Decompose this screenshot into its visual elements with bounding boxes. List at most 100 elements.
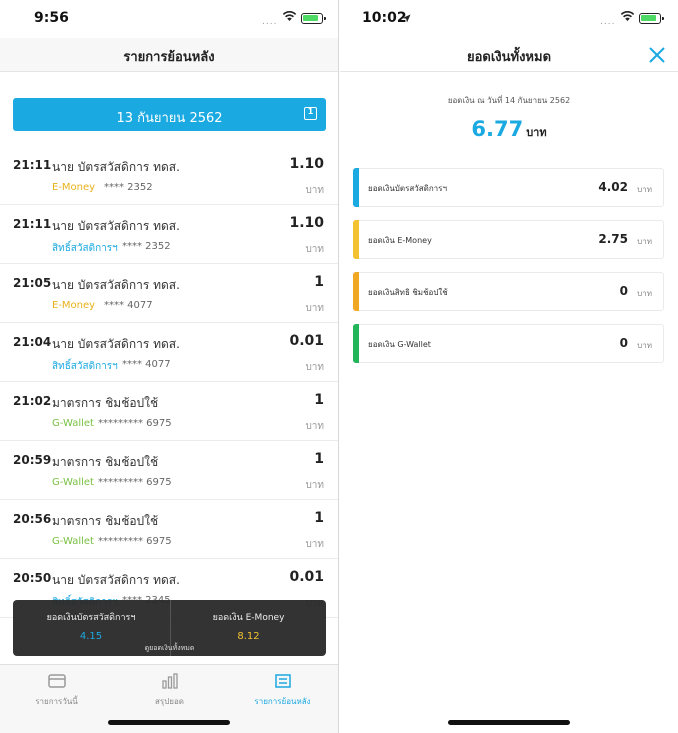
balance-unit: บาท [637,341,652,350]
signal-icon: .... [262,17,278,27]
balance-unit: บาท [637,237,652,246]
transaction-time: 21:02 [13,394,52,408]
calendar-day: 1 [307,107,314,116]
as-of-date: ยอดเงิน ณ วันที่ 14 กันยายน 2562 [447,96,571,105]
nav-bar: รายการย้อนหลัง [0,38,338,72]
transaction-amount: 1.10 [289,156,324,172]
transaction-amount: 1 [314,274,324,290]
balance-label: ยอดเงินบัตรสวัสดิการฯ [368,184,447,193]
welfare-balance-value: 4.15 [79,631,103,642]
bar-chart-icon [161,673,178,689]
transaction-card-mask: **** 4077 [122,359,171,370]
transaction-amount: 1 [314,451,324,467]
tab-today[interactable]: รายการวันนี้ [0,673,113,708]
balance-value: 0 [619,284,628,298]
transaction-wallet: สิทธิ์สวัสดิการฯ [52,361,118,372]
total-balance-screen: 10:02 .... ยอดเงินทั้งหมด ยอดเงิน ณ วันท… [340,0,678,733]
transaction-time: 21:11 [13,158,52,172]
transaction-wallet: E-Money [52,300,96,311]
balance-unit: บาท [637,185,652,194]
balance-label: ยอดเงิน E-Money [368,236,432,245]
transaction-unit: บาท [305,362,324,373]
transaction-amount: 1 [314,392,324,408]
history-screen: 9:56 .... รายการย้อนหลัง 13 กันยายน 2562… [0,0,339,733]
transaction-card-mask: ********* 6975 [98,477,172,488]
transaction-merchant: นาย บัตรสวัสดิการ ทดส. [52,573,180,587]
status-bar: 9:56 .... [0,0,338,38]
view-all-balances-link[interactable]: ดูยอดเงินทั้งหมด [144,644,195,652]
date-picker-button[interactable]: 13 กันยายน 2562 1 [13,98,326,131]
balance-summary-popup[interactable]: ยอดเงินบัตรสวัสดิการฯ 4.15 ยอดเงิน E-Mon… [13,600,326,656]
color-bar [353,272,359,311]
balance-label: ยอดเงิน G-Wallet [368,340,431,349]
battery-icon [639,13,664,24]
battery-icon [301,13,326,24]
total-balance-value: 6.77 [471,117,524,141]
balance-label: ยอดเงินสิทธิ ชิมช้อปใช้ [368,288,448,297]
emoney-balance-value: 8.12 [237,631,260,642]
transaction-unit: บาท [305,244,324,255]
transaction-row[interactable]: 21:11 นาย บัตรสวัสดิการ ทดส. 1.10 E-Money **… [0,146,338,205]
transaction-card-mask: **** 2352 [122,241,171,252]
transaction-card-mask: **** 4077 [104,300,153,311]
transaction-merchant: นาย บัตรสวัสดิการ ทดส. [52,337,180,351]
page-title: ยอดเงินทั้งหมด [466,50,552,65]
nav-bar: ยอดเงินทั้งหมด [340,38,678,72]
transaction-unit: บาท [305,539,324,550]
transaction-amount: 1 [314,510,324,526]
transaction-card-mask: ********* 6975 [98,418,172,429]
location-arrow-icon [402,14,411,23]
transaction-amount: 0.01 [289,569,324,585]
welfare-balance: ยอดเงินบัตรสวัสดิการฯ 4.15 [13,600,169,656]
transaction-time: 20:50 [13,571,52,585]
transaction-row[interactable]: 21:04 นาย บัตรสวัสดิการ ทดส. 0.01 สิทธิ์สวั… [0,323,338,382]
transaction-time: 21:04 [13,335,52,349]
transaction-card-mask: **** 2352 [104,182,153,193]
balance-card-shop: ยอดเงินสิทธิ ชิมช้อปใช้ 0 บาท [353,272,664,311]
close-icon[interactable] [648,46,666,64]
tab-summary[interactable]: สรุปยอด [113,673,226,708]
transaction-time: 20:59 [13,453,52,467]
color-bar [353,168,359,207]
balance-card-gwallet: ยอดเงิน G-Wallet 0 บาท [353,324,664,363]
tab-label: รายการวันนี้ [35,697,78,706]
tab-history[interactable]: รายการย้อนหลัง [226,673,338,708]
emoney-balance-label: ยอดเงิน E-Money [212,613,285,623]
transaction-unit: บาท [305,185,324,196]
transaction-merchant: มาตรการ ชิมช้อปใช้ [52,514,159,528]
tab-bar: รายการวันนี้ สรุปยอด รายการย้อนหลัง [0,664,338,733]
transaction-row[interactable]: 20:59 มาตรการ ชิมช้อปใช้ 1 G-Wallet ********… [0,441,338,500]
home-indicator[interactable] [108,720,230,725]
transaction-row[interactable]: 21:11 นาย บัตรสวัสดิการ ทดส. 1.10 สิทธิ์สวั… [0,205,338,264]
transaction-unit: บาท [305,303,324,314]
transaction-amount: 1.10 [289,215,324,231]
status-bar: 10:02 .... [340,0,678,38]
balance-card-emoney: ยอดเงิน E-Money 2.75 บาท [353,220,664,259]
status-time: 9:56 [34,10,69,26]
emoney-balance: ยอดเงิน E-Money 8.12 [170,600,326,656]
transaction-wallet: E-Money [52,182,96,193]
transaction-merchant: นาย บัตรสวัสดิการ ทดส. [52,219,180,233]
balance-value: 2.75 [598,232,628,246]
page-title: รายการย้อนหลัง [123,50,215,65]
status-time: 10:02 [362,10,407,26]
balance-unit: บาท [637,289,652,298]
transaction-wallet: G-Wallet [52,477,94,488]
transaction-amount: 0.01 [289,333,324,349]
transaction-unit: บาท [305,480,324,491]
home-indicator[interactable] [448,720,570,725]
transaction-time: 21:11 [13,217,52,231]
transaction-merchant: นาย บัตรสวัสดิการ ทดส. [52,278,180,292]
card-icon [47,674,66,688]
transaction-row[interactable]: 21:05 นาย บัตรสวัสดิการ ทดส. 1 E-Money **** … [0,264,338,323]
wifi-icon [282,11,297,21]
transaction-row[interactable]: 21:02 มาตรการ ชิมช้อปใช้ 1 G-Wallet ********… [0,382,338,441]
balance-value: 0 [619,336,628,350]
history-list-icon [274,674,291,688]
balance-card-welfare: ยอดเงินบัตรสวัสดิการฯ 4.02 บาท [353,168,664,207]
signal-icon: .... [600,17,616,27]
transaction-row[interactable]: 20:56 มาตรการ ชิมช้อปใช้ 1 G-Wallet ********… [0,500,338,559]
transaction-wallet: G-Wallet [52,418,94,429]
transaction-merchant: มาตรการ ชิมช้อปใช้ [52,455,159,469]
transaction-merchant: นาย บัตรสวัสดิการ ทดส. [52,160,180,174]
